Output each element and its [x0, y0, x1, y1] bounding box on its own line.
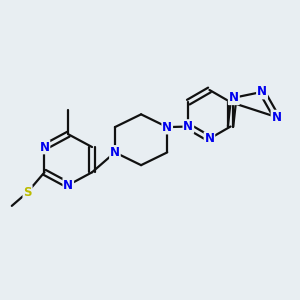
Text: N: N — [272, 111, 281, 124]
Text: N: N — [229, 91, 239, 104]
Text: N: N — [204, 132, 214, 145]
Text: N: N — [229, 91, 239, 104]
Text: N: N — [162, 121, 172, 134]
Text: S: S — [23, 186, 32, 199]
Text: N: N — [257, 85, 267, 98]
Text: N: N — [183, 120, 193, 133]
Text: N: N — [63, 178, 73, 192]
Text: N: N — [257, 85, 267, 98]
Text: N: N — [40, 140, 50, 154]
Text: N: N — [110, 146, 120, 159]
